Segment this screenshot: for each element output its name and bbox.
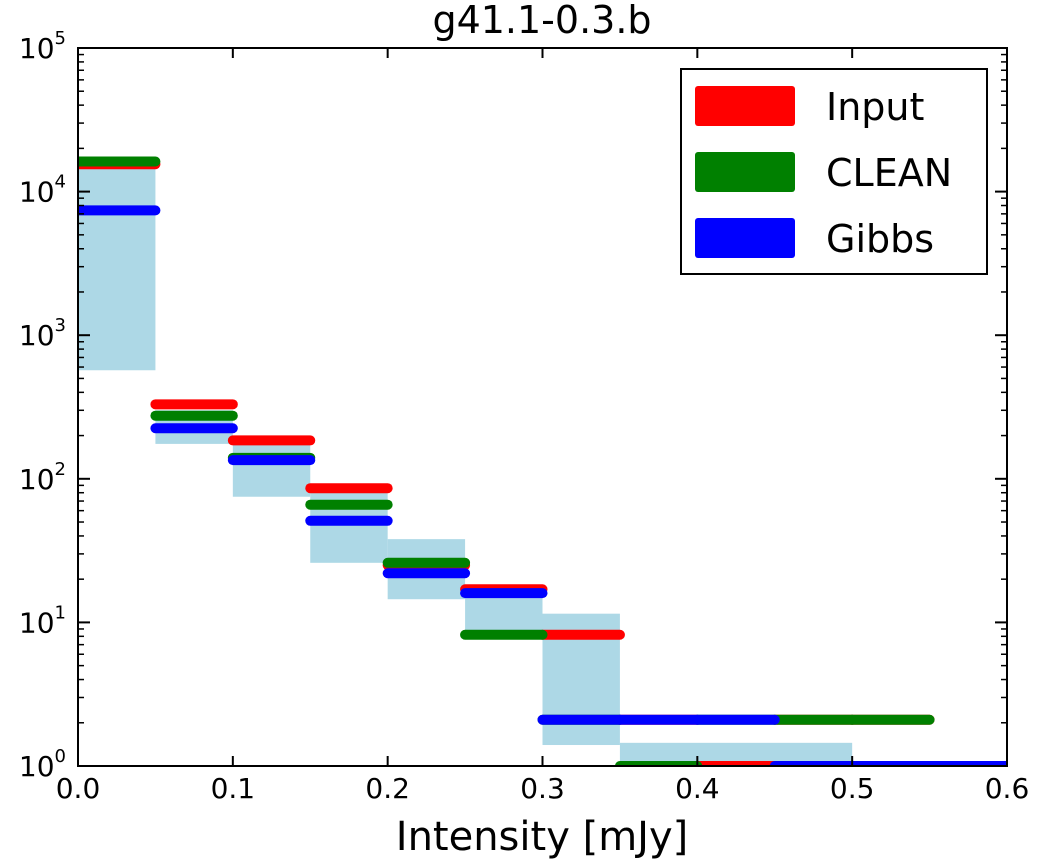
legend-swatch-clean: [695, 152, 795, 192]
x-tick-label: 0.0: [56, 772, 101, 805]
legend: Input CLEAN Gibbs: [680, 68, 988, 275]
legend-label-gibbs: Gibbs: [826, 217, 934, 261]
y-tick-label: 100: [19, 746, 66, 783]
y-tick-label: 102: [19, 459, 66, 496]
legend-swatch-input: [695, 86, 795, 126]
x-tick-label: 0.5: [830, 772, 875, 805]
chart-title: g41.1-0.3.b: [432, 0, 651, 42]
legend-label-input: Input: [826, 85, 924, 129]
x-tick-label: 0.2: [365, 772, 410, 805]
legend-swatch-gibbs: [695, 218, 795, 258]
x-tick-label: 0.6: [985, 772, 1030, 805]
y-tick-label: 103: [19, 315, 66, 352]
y-tick-label: 104: [19, 172, 66, 209]
series-layer: [78, 156, 1007, 766]
series-gibbs: [78, 205, 1007, 766]
x-tick-label: 0.1: [211, 772, 256, 805]
x-axis-ticks: 0.0 0.1 0.2 0.3 0.4 0.5 0.6: [56, 48, 1030, 805]
y-tick-label: 105: [19, 28, 66, 65]
x-tick-label: 0.4: [675, 772, 720, 805]
uncertainty-band-bin-0: [78, 166, 156, 371]
x-axis-label: Intensity [mJy]: [396, 814, 688, 860]
x-tick-label: 0.3: [520, 772, 565, 805]
uncertainty-band-bin-7: [619, 742, 853, 766]
uncertainty-band-bin-2: [232, 442, 311, 497]
y-axis-ticks: 100 101 102 103 104 105: [19, 28, 1007, 783]
legend-label-clean: CLEAN: [826, 151, 952, 195]
y-tick-label: 101: [19, 602, 66, 639]
